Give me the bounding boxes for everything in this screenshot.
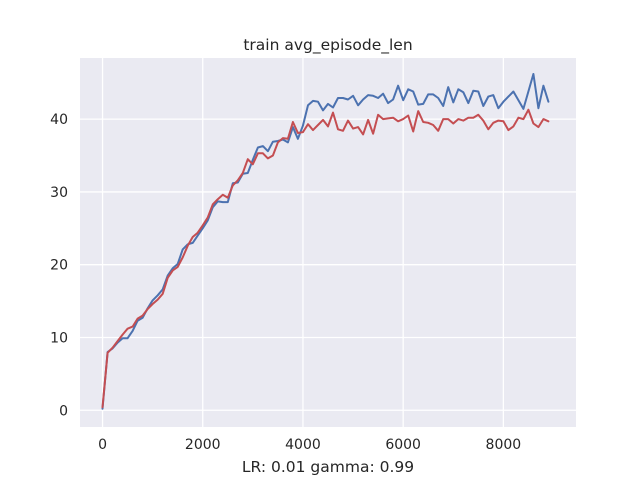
x-tick-label: 4000 bbox=[285, 437, 321, 453]
x-tick-label: 0 bbox=[98, 437, 107, 453]
x-tick-label: 8000 bbox=[486, 437, 522, 453]
y-tick-label: 20 bbox=[50, 258, 68, 274]
y-tick-label: 10 bbox=[50, 330, 68, 346]
x-tick-label: 6000 bbox=[385, 437, 421, 453]
series-line-blue bbox=[101, 73, 550, 410]
plot-background bbox=[80, 58, 576, 427]
x-tick-label: 2000 bbox=[185, 437, 221, 453]
x-axis-label: LR: 0.01 gamma: 0.99 bbox=[242, 458, 414, 476]
y-tick-label: 40 bbox=[50, 112, 68, 128]
chart-title: train avg_episode_len bbox=[243, 36, 412, 55]
tick-labels: 0 2000 4000 6000 8000 0 10 20 30 40 bbox=[50, 112, 521, 453]
grid-lines bbox=[80, 58, 576, 427]
series-line-red bbox=[101, 108, 550, 409]
y-tick-label: 30 bbox=[50, 185, 68, 201]
series-lines bbox=[101, 73, 550, 410]
y-tick-label: 0 bbox=[59, 403, 68, 419]
